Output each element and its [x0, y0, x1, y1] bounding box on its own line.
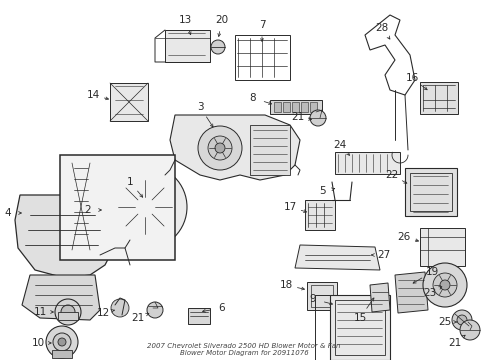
Circle shape	[135, 197, 155, 217]
Text: 11: 11	[33, 307, 46, 317]
Polygon shape	[394, 272, 427, 313]
Circle shape	[210, 40, 224, 54]
Bar	[419, 228, 464, 266]
Circle shape	[456, 315, 466, 325]
Polygon shape	[170, 115, 299, 180]
Text: 21: 21	[131, 313, 144, 323]
Polygon shape	[294, 245, 379, 270]
Bar	[164, 30, 209, 62]
Bar	[283, 102, 289, 112]
Bar	[58, 312, 78, 320]
Bar	[306, 282, 336, 310]
Bar	[329, 295, 389, 360]
Text: 6: 6	[218, 303, 225, 313]
Circle shape	[459, 320, 479, 340]
Circle shape	[61, 305, 75, 319]
Circle shape	[207, 136, 231, 160]
Text: 7: 7	[258, 20, 265, 30]
Bar	[60, 155, 175, 260]
Text: 16: 16	[405, 73, 418, 83]
Text: 4: 4	[5, 208, 11, 218]
Text: 2007 Chevrolet Silverado 2500 HD Blower Motor & Fan
Blower Motor Diagram for 209: 2007 Chevrolet Silverado 2500 HD Blower …	[147, 343, 340, 356]
Text: 21: 21	[447, 338, 461, 348]
Text: 23: 23	[423, 288, 436, 298]
Bar	[404, 168, 456, 216]
Circle shape	[46, 326, 78, 358]
Circle shape	[103, 165, 186, 249]
Circle shape	[147, 302, 163, 318]
Text: 22: 22	[385, 170, 398, 180]
Polygon shape	[22, 275, 100, 320]
Bar	[419, 82, 457, 114]
Circle shape	[422, 263, 466, 307]
Circle shape	[58, 338, 66, 346]
Text: 13: 13	[178, 15, 191, 25]
Text: 17: 17	[283, 202, 296, 212]
Text: 27: 27	[377, 250, 390, 260]
Text: 15: 15	[353, 313, 366, 323]
Bar	[334, 300, 384, 355]
Circle shape	[432, 273, 456, 297]
Circle shape	[309, 110, 325, 126]
Bar	[409, 173, 451, 211]
Bar	[235, 35, 289, 80]
Text: 25: 25	[437, 317, 451, 327]
Bar	[291, 102, 298, 112]
Circle shape	[111, 299, 129, 317]
Text: 26: 26	[397, 232, 410, 242]
Bar	[52, 350, 72, 358]
Text: 18: 18	[279, 280, 292, 290]
Text: 12: 12	[96, 308, 109, 318]
Text: 2: 2	[84, 205, 91, 215]
Text: 14: 14	[86, 90, 100, 100]
Text: 21: 21	[291, 112, 304, 122]
Circle shape	[439, 280, 449, 290]
Text: 19: 19	[425, 267, 438, 277]
Bar	[301, 102, 307, 112]
Bar	[309, 102, 316, 112]
Text: 24: 24	[333, 140, 346, 150]
Bar	[334, 152, 399, 174]
Text: 1: 1	[126, 177, 133, 187]
Polygon shape	[369, 283, 389, 312]
Bar	[187, 308, 209, 324]
Polygon shape	[15, 195, 118, 278]
Text: 5: 5	[319, 186, 325, 196]
Circle shape	[117, 179, 173, 235]
Bar	[110, 83, 148, 121]
Circle shape	[215, 143, 224, 153]
Bar	[249, 125, 289, 175]
Text: 10: 10	[31, 338, 44, 348]
Text: 3: 3	[196, 102, 203, 112]
Circle shape	[55, 299, 81, 325]
Bar	[269, 100, 321, 114]
Circle shape	[451, 310, 471, 330]
Bar	[273, 102, 281, 112]
Circle shape	[198, 126, 242, 170]
Text: 28: 28	[375, 23, 388, 33]
Bar	[310, 285, 332, 307]
Polygon shape	[72, 163, 90, 250]
Bar	[305, 200, 334, 230]
Text: 8: 8	[249, 93, 256, 103]
Circle shape	[53, 333, 71, 351]
Text: 9: 9	[309, 294, 316, 304]
Text: 20: 20	[215, 15, 228, 25]
